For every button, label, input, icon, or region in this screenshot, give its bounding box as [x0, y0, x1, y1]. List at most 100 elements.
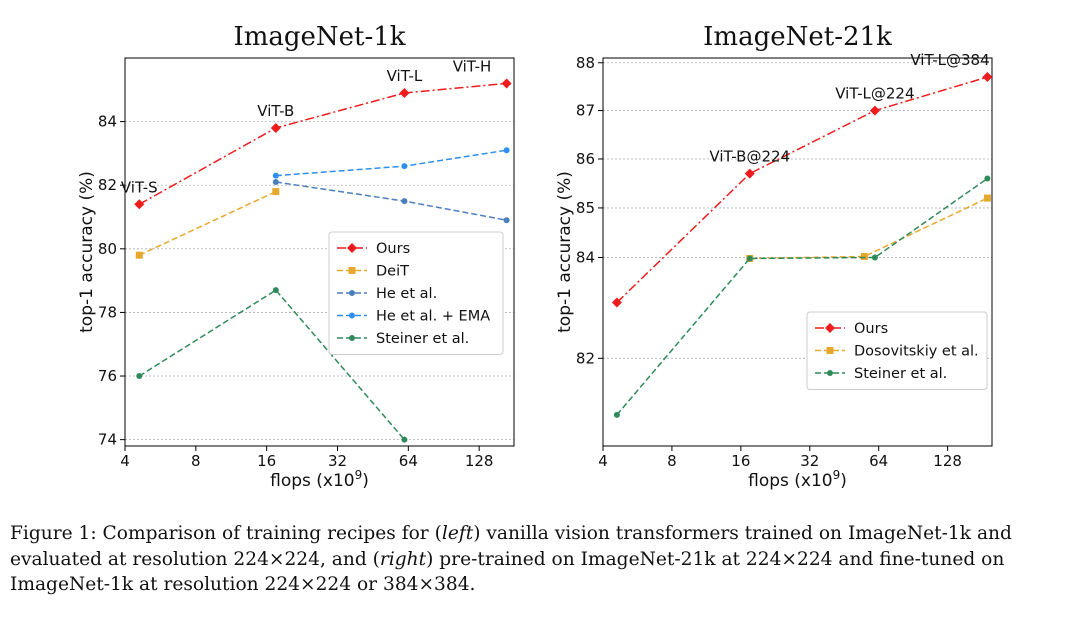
series-ours [611, 72, 993, 308]
legend-label: Ours [854, 321, 888, 337]
data-point [869, 105, 880, 116]
point-annotation: ViT-L [387, 67, 423, 85]
point-annotation: ViT-H [453, 57, 492, 75]
point-annotation: ViT-L@224 [835, 85, 914, 103]
legend-label: Ours [376, 241, 410, 257]
data-point [744, 168, 755, 179]
point-annotation: ViT-S [121, 178, 158, 196]
legend-box [806, 311, 988, 390]
caption-part-2: ) vanilla vision transformers trained on… [10, 523, 1012, 570]
plot-frame [602, 57, 993, 447]
x-tick-label: 16 [257, 452, 276, 470]
series-ours [134, 78, 512, 210]
data-point [401, 436, 408, 443]
point-annotation: ViT-B [257, 102, 294, 120]
x-tick-label: 8 [191, 452, 201, 470]
caption-part-3: ) pre-trained on ImageNet-21k at 224×224… [10, 548, 1005, 596]
legend-marker [826, 347, 834, 354]
data-point [135, 251, 143, 259]
series-steiner-et-al- [136, 287, 408, 443]
figure-charts: ImageNet-1k4 8 16 32 64 128747678808284flops … [77, 22, 993, 491]
y-tick-label: 87 [576, 102, 595, 120]
data-point [503, 217, 510, 224]
legend-label: He et al. [376, 286, 437, 302]
legend: Ours Dosovitskiy et al. Steiner et al. [806, 311, 988, 390]
legend-box [328, 231, 504, 355]
data-point [611, 297, 622, 308]
data-point [613, 411, 620, 418]
series-deit [135, 188, 280, 259]
legend-marker [349, 312, 355, 319]
y-tick-label: 74 [98, 431, 117, 449]
series-line [616, 76, 988, 304]
figure-caption: Figure 1: Comparison of training recipes… [10, 521, 1070, 598]
y-tick-label: 80 [98, 240, 117, 258]
legend-label: Steiner et al. [376, 331, 469, 347]
legend-marker [827, 370, 833, 376]
data-point [401, 198, 408, 205]
legend-marker [349, 335, 355, 341]
data-point [501, 78, 512, 89]
y-tick-label: 86 [576, 150, 595, 168]
x-tick-label: 32 [328, 452, 347, 470]
data-point [270, 122, 281, 133]
caption-left-word: left [441, 523, 474, 544]
series-line [616, 177, 988, 416]
series-he-et-al- [272, 179, 510, 224]
plot-frame [124, 57, 515, 447]
legend-marker [349, 290, 355, 296]
x-tick-label: 32 [800, 452, 819, 470]
series-line [275, 181, 507, 221]
y-tick-label: 76 [98, 367, 117, 385]
data-point [272, 287, 279, 294]
data-point [134, 199, 145, 210]
y-tick-label: 82 [98, 176, 117, 194]
y-axis-label: top-1 accuracy (%) [555, 171, 575, 333]
legend-label: Steiner et al. [854, 366, 947, 382]
x-axis-label: flops (x109) [270, 468, 369, 491]
legend-label: He et al. + EMA [376, 309, 490, 325]
y-tick-label: 78 [98, 303, 117, 321]
data-point [272, 188, 280, 196]
series-line [138, 190, 277, 256]
y-tick-label: 84 [576, 248, 595, 266]
legend-label: Dosovitskiy et al. [854, 344, 979, 360]
series-line [749, 197, 988, 260]
y-tick-label: 85 [576, 199, 595, 217]
series-he-et-al-ema [272, 147, 510, 179]
legend-marker [348, 267, 356, 274]
chart-imagenet-21k: ImageNet-21k 4 8 16 32 64 128 82 84 85 86 87 88 flops… [555, 22, 993, 491]
legend-label: DeiT [376, 264, 409, 280]
data-point [136, 373, 143, 380]
x-tick-label: 4 [598, 452, 608, 470]
data-point [272, 179, 279, 186]
series-line [138, 82, 507, 205]
x-axis-label: flops (x109) [748, 468, 847, 491]
data-point [272, 172, 279, 179]
series-line [138, 289, 405, 441]
data-point [871, 254, 878, 261]
point-annotation: ViT-L@384 [910, 51, 989, 69]
legend-marker [347, 243, 357, 253]
x-tick-label: 8 [667, 452, 677, 470]
data-point [984, 175, 991, 182]
data-point [401, 163, 408, 170]
caption-label: Figure 1: Comparison of training recipes… [10, 523, 442, 544]
x-tick-label: 128 [465, 452, 494, 470]
data-point [983, 194, 991, 202]
series-dosovitskiy-et-al- [746, 194, 991, 262]
data-point [746, 255, 753, 262]
data-point [982, 72, 993, 83]
data-point [503, 147, 510, 154]
chart-title: ImageNet-21k [703, 22, 892, 52]
x-tick-label: 64 [869, 452, 888, 470]
x-tick-label: 64 [399, 452, 418, 470]
point-annotation: ViT-B@224 [709, 148, 790, 166]
y-tick-label: 84 [98, 113, 117, 131]
series-line [275, 149, 507, 177]
x-tick-label: 4 [120, 452, 130, 470]
caption-right-word: right [379, 548, 427, 570]
chart-imagenet-1k: ImageNet-1k 4 8 16 32 64 128 74 76 78 80 82 84 flops … [77, 22, 515, 491]
chart-title: ImageNet-1k [233, 22, 405, 52]
y-tick-label: 82 [576, 349, 595, 367]
